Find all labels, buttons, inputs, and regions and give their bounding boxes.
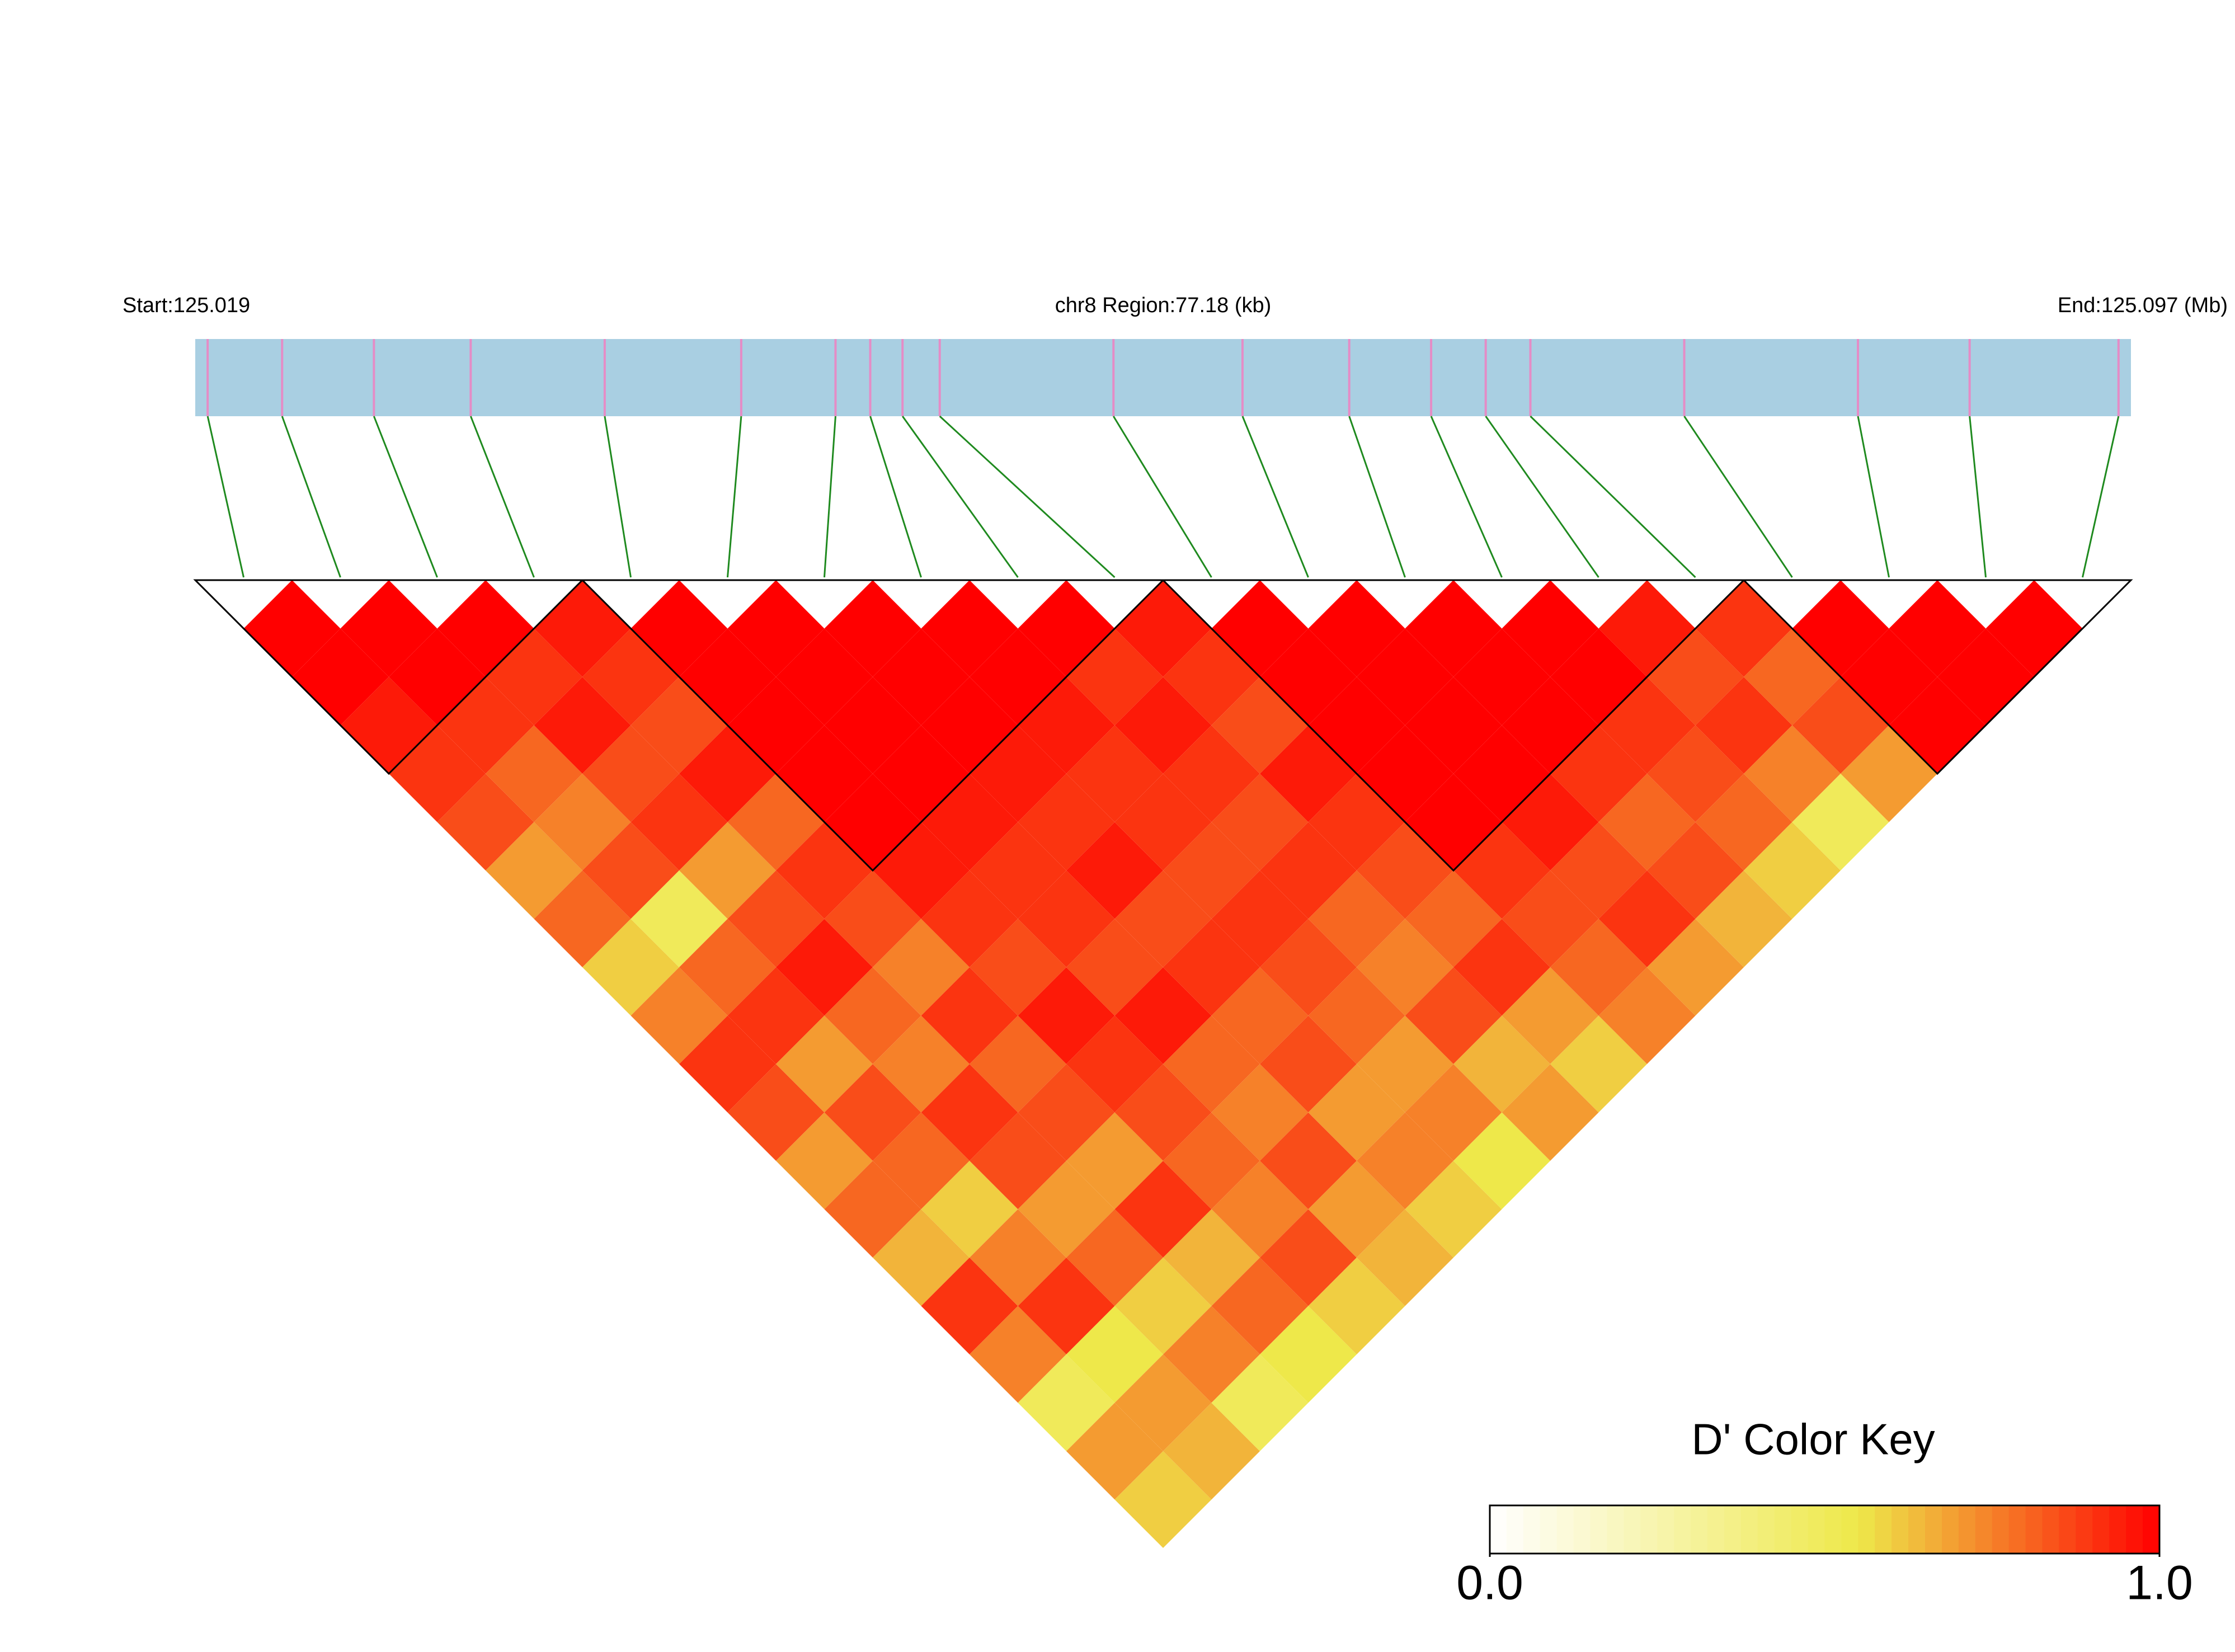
color-key-step xyxy=(2025,1505,2043,1554)
start-label: Start:125.019 xyxy=(123,294,250,317)
snp-link xyxy=(902,416,1019,578)
snp-link xyxy=(1530,415,1696,578)
color-key-step xyxy=(1925,1505,1942,1554)
snp-link xyxy=(2082,416,2120,578)
snp-link xyxy=(1683,416,1793,578)
color-key-step xyxy=(1607,1505,1624,1554)
snp-link xyxy=(727,416,742,578)
color-key-step xyxy=(1740,1505,1758,1554)
ld-block xyxy=(1161,579,1746,872)
ld-block xyxy=(193,579,585,775)
ld-block xyxy=(580,579,1165,872)
color-key-step xyxy=(1506,1505,1524,1554)
color-key-step xyxy=(1908,1505,1926,1554)
color-key-label: 1.0 xyxy=(2126,1556,2193,1610)
snp-link xyxy=(1430,416,1503,578)
snp-link xyxy=(206,416,244,578)
color-key-step xyxy=(1941,1505,1959,1554)
color-key-step xyxy=(1573,1505,1591,1554)
color-key-step xyxy=(1975,1505,1993,1554)
color-key-step xyxy=(1691,1505,1708,1554)
color-key-step xyxy=(1590,1505,1607,1554)
color-key-step xyxy=(1958,1505,1976,1554)
color-key-frame xyxy=(1489,1504,2161,1555)
color-key-title: D' Color Key xyxy=(1691,1415,1935,1464)
color-key-step xyxy=(1841,1505,1858,1554)
color-key-step xyxy=(1891,1505,1909,1554)
snp-link xyxy=(1485,416,1599,578)
color-key-step xyxy=(2092,1505,2110,1554)
region-label: chr8 Region:77.18 (kb) xyxy=(1055,294,1272,317)
snp-link xyxy=(281,416,341,578)
snp-link xyxy=(1969,416,1987,578)
snp-link xyxy=(469,416,535,578)
color-key-step xyxy=(1523,1505,1541,1554)
snp-link xyxy=(869,416,922,578)
color-key-step xyxy=(1540,1505,1558,1554)
position-bar xyxy=(195,339,2131,416)
color-key-step xyxy=(1640,1505,1658,1554)
color-key-step xyxy=(2076,1505,2093,1554)
color-key-step xyxy=(2008,1505,2026,1554)
color-key-step xyxy=(1707,1505,1725,1554)
color-key-step xyxy=(1624,1505,1641,1554)
color-key-step xyxy=(1724,1505,1742,1554)
color-key-step xyxy=(2042,1505,2059,1554)
color-key-step xyxy=(1757,1505,1775,1554)
snp-link xyxy=(939,415,1116,578)
color-key-step xyxy=(2143,1505,2160,1554)
color-key-step xyxy=(2109,1505,2126,1554)
color-key-step xyxy=(2126,1505,2143,1554)
color-key-label: 0.0 xyxy=(1456,1556,1523,1610)
color-key-step xyxy=(1791,1505,1809,1554)
end-label: End:125.097 (Mb) xyxy=(2058,294,2228,317)
color-key-step xyxy=(1992,1505,2010,1554)
color-key-step xyxy=(1490,1505,1507,1554)
color-key-step xyxy=(1657,1505,1674,1554)
color-key-step xyxy=(1858,1505,1875,1554)
snp-link xyxy=(1241,416,1309,578)
snp-link xyxy=(604,416,632,578)
color-key-step xyxy=(1774,1505,1792,1554)
color-key-step xyxy=(1875,1505,1892,1554)
snp-link xyxy=(373,416,438,578)
color-key-step xyxy=(2059,1505,2076,1554)
snp-link xyxy=(1113,416,1212,578)
color-key-step xyxy=(1556,1505,1574,1554)
color-key-step xyxy=(1824,1505,1842,1554)
snp-link xyxy=(1348,416,1406,578)
color-key-step xyxy=(1674,1505,1691,1554)
color-key-step xyxy=(1808,1505,1825,1554)
snp-link xyxy=(1857,416,1890,578)
ld-block xyxy=(1742,579,2133,775)
snp-link xyxy=(824,416,836,578)
